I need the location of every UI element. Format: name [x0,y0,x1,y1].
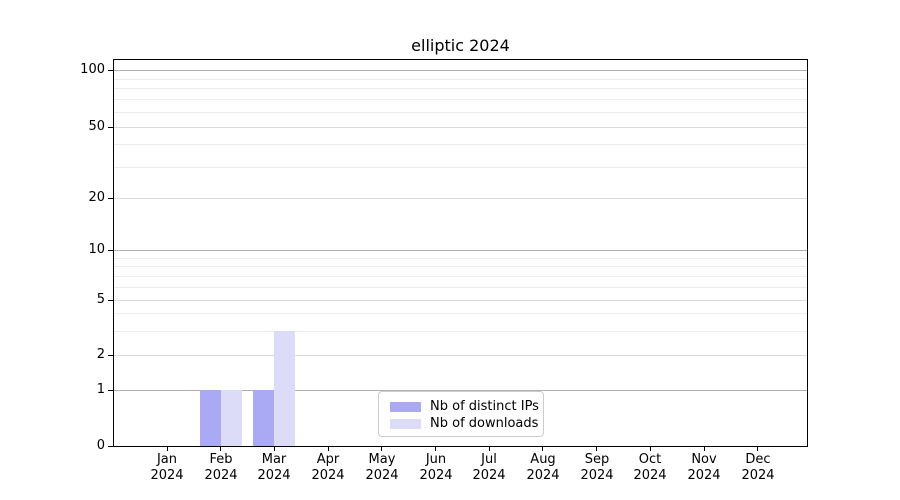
x-tick-mark-jan [167,447,168,451]
bar-downloads-feb [220,390,242,446]
x-tick-year: 2024 [741,468,775,483]
x-tick-year: 2024 [472,468,506,483]
y-tick-label-50: 50 [88,119,105,134]
x-tick-year: 2024 [687,468,721,483]
gridline-50 [114,127,807,128]
y-tick-label-1: 1 [96,382,105,397]
gridline-10 [114,250,807,251]
x-tick-month: Feb [209,452,233,467]
x-tick-month: Jan [156,452,178,467]
x-tick-year: 2024 [311,468,345,483]
x-tick-label-feb: Feb 2024 [193,452,249,484]
gridline-minor-7 [114,276,807,277]
y-tick-label-2: 2 [96,347,105,362]
gridline-minor-90 [114,79,807,80]
gridline-minor-9 [114,258,807,259]
x-tick-mark-nov [704,447,705,451]
x-tick-label-jul: Jul 2024 [461,452,517,484]
x-tick-label-apr: Apr 2024 [300,452,356,484]
y-tick-label-100: 100 [80,62,105,77]
bar-ips-mar [253,390,275,446]
gridline-2 [114,355,807,356]
gridline-minor-70 [114,99,807,100]
x-tick-mark-may [381,447,382,451]
gridline-20 [114,198,807,199]
gridline-100 [114,70,807,71]
y-tick-mark-10 [108,250,113,251]
x-tick-label-sep: Sep 2024 [569,452,625,484]
x-tick-label-dec: Dec 2024 [730,452,786,484]
legend: Nb of distinct IPs Nb of downloads [378,391,544,437]
x-tick-label-may: May 2024 [354,452,410,484]
y-tick-mark-5 [108,300,113,301]
x-tick-year: 2024 [150,468,184,483]
legend-item-downloads: Nb of downloads [390,415,538,432]
x-tick-label-jun: Jun 2024 [408,452,464,484]
x-tick-month: May [368,452,396,467]
y-tick-mark-1 [108,390,113,391]
x-tick-month: Jul [481,452,497,467]
x-tick-mark-aug [542,447,543,451]
x-tick-label-aug: Aug 2024 [515,452,571,484]
gridline-minor-40 [114,144,807,145]
x-tick-year: 2024 [204,468,238,483]
y-tick-mark-2 [108,355,113,356]
chart-title: elliptic 2024 [411,36,510,55]
x-tick-month: Mar [261,452,287,467]
x-tick-mark-dec [757,447,758,451]
x-tick-year: 2024 [633,468,667,483]
x-tick-label-nov: Nov 2024 [676,452,732,484]
gridline-minor-30 [114,167,807,168]
x-tick-year: 2024 [257,468,291,483]
gridline-5 [114,300,807,301]
legend-swatch-downloads [390,418,421,429]
gridline-minor-60 [114,112,807,113]
x-tick-mark-mar [274,447,275,451]
bar-ips-feb [199,390,221,446]
y-tick-mark-50 [108,127,113,128]
x-tick-month: Nov [691,452,717,467]
plot-area [113,59,808,447]
x-tick-year: 2024 [526,468,560,483]
x-tick-label-oct: Oct 2024 [622,452,678,484]
x-tick-year: 2024 [365,468,399,483]
x-tick-month: Dec [745,452,771,467]
x-tick-month: Jun [425,452,447,467]
x-tick-mark-sep [596,447,597,451]
x-tick-mark-apr [328,447,329,451]
legend-label-downloads: Nb of downloads [430,415,539,431]
gridline-minor-8 [114,266,807,267]
x-tick-mark-oct [650,447,651,451]
y-tick-mark-0 [108,446,113,447]
gridline-minor-80 [114,88,807,89]
gridline-minor-4 [114,313,807,314]
y-tick-mark-20 [108,198,113,199]
x-tick-mark-jun [435,447,436,451]
x-tick-year: 2024 [419,468,453,483]
bar-downloads-mar [274,330,296,446]
legend-swatch-distinct-ips [390,401,421,412]
gridline-1 [114,390,807,391]
x-tick-label-mar: Mar 2024 [246,452,302,484]
x-tick-year: 2024 [580,468,614,483]
x-tick-label-jan: Jan 2024 [139,452,195,484]
x-tick-mark-feb [220,447,221,451]
y-tick-label-5: 5 [96,292,105,307]
x-tick-mark-jul [489,447,490,451]
legend-item-distinct-ips: Nb of distinct IPs [390,398,539,415]
y-tick-mark-100 [108,70,113,71]
gridline-minor-3 [114,331,807,332]
x-tick-month: Oct [638,452,662,467]
legend-label-distinct-ips: Nb of distinct IPs [430,398,539,414]
y-tick-label-10: 10 [88,242,105,257]
y-tick-label-20: 20 [88,190,105,205]
y-tick-label-0: 0 [96,438,105,453]
x-tick-month: Sep [584,452,610,467]
x-tick-month: Apr [316,452,340,467]
x-tick-month: Aug [530,452,556,467]
gridline-minor-6 [114,287,807,288]
